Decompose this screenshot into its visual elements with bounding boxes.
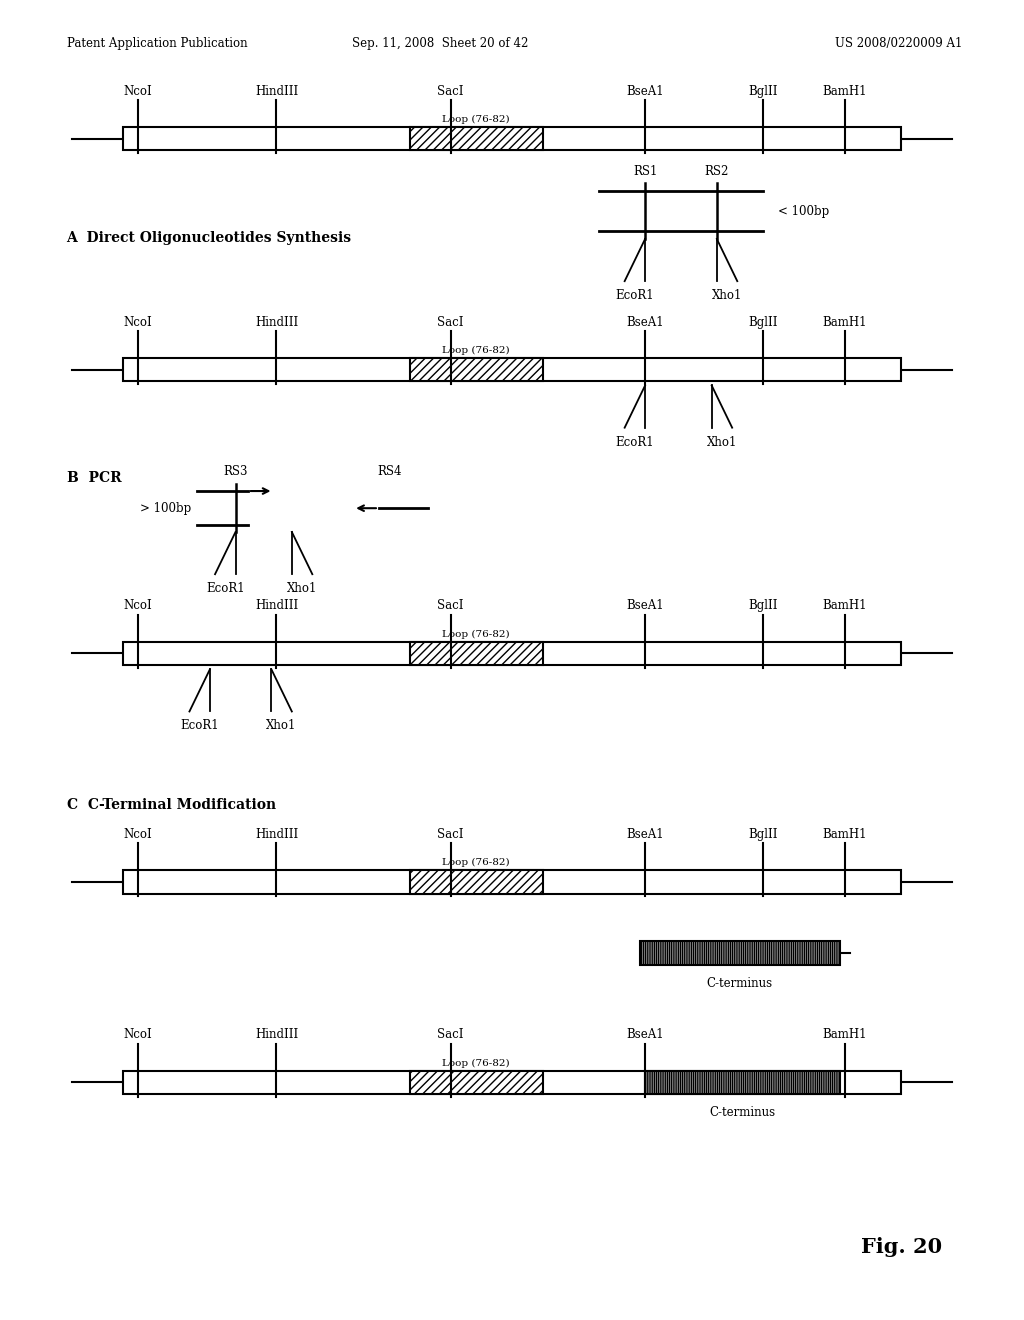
Bar [123, 870, 901, 894]
Text: < 100bp: < 100bp [778, 205, 829, 218]
Text: Xho1: Xho1 [266, 719, 297, 733]
Text: HindIII: HindIII [255, 84, 298, 98]
Text: > 100bp: > 100bp [140, 502, 191, 515]
Bar [410, 870, 543, 894]
Text: RS3: RS3 [223, 465, 248, 478]
Text: HindIII: HindIII [255, 1028, 298, 1041]
Text: HindIII: HindIII [255, 315, 298, 329]
Text: EcoR1: EcoR1 [180, 719, 219, 733]
Text: NcoI: NcoI [124, 599, 153, 612]
Text: EcoR1: EcoR1 [206, 582, 245, 595]
Text: Loop (76-82): Loop (76-82) [442, 1059, 510, 1068]
Text: SacI: SacI [437, 599, 464, 612]
Bar [410, 358, 543, 381]
Text: C-terminus: C-terminus [707, 977, 773, 990]
Bar [410, 642, 543, 665]
Text: BseA1: BseA1 [627, 1028, 664, 1041]
Text: RS2: RS2 [705, 165, 729, 178]
Text: SacI: SacI [437, 315, 464, 329]
Text: A  Direct Oligonucleotides Synthesis: A Direct Oligonucleotides Synthesis [67, 231, 351, 244]
Text: EcoR1: EcoR1 [615, 436, 654, 449]
Text: Xho1: Xho1 [287, 582, 317, 595]
Text: BamH1: BamH1 [822, 1028, 867, 1041]
Text: BglII: BglII [749, 315, 777, 329]
Text: HindIII: HindIII [255, 828, 298, 841]
Text: Loop (76-82): Loop (76-82) [442, 858, 510, 867]
Text: BamH1: BamH1 [822, 84, 867, 98]
Text: SacI: SacI [437, 828, 464, 841]
Text: BglII: BglII [749, 599, 777, 612]
Bar [123, 1071, 901, 1094]
Text: SacI: SacI [437, 1028, 464, 1041]
Text: BamH1: BamH1 [822, 315, 867, 329]
Text: NcoI: NcoI [124, 84, 153, 98]
Bar [645, 1071, 840, 1094]
Text: C-terminus: C-terminus [710, 1106, 775, 1119]
Text: BglII: BglII [749, 828, 777, 841]
Text: EcoR1: EcoR1 [615, 289, 654, 302]
Text: Patent Application Publication: Patent Application Publication [67, 37, 247, 50]
Text: Sep. 11, 2008  Sheet 20 of 42: Sep. 11, 2008 Sheet 20 of 42 [352, 37, 528, 50]
Text: US 2008/0220009 A1: US 2008/0220009 A1 [836, 37, 963, 50]
Text: RS4: RS4 [377, 465, 401, 478]
Text: BamH1: BamH1 [822, 599, 867, 612]
Text: NcoI: NcoI [124, 828, 153, 841]
Bar [123, 358, 901, 381]
Text: BglII: BglII [749, 84, 777, 98]
Text: Xho1: Xho1 [707, 436, 737, 449]
Text: SacI: SacI [437, 84, 464, 98]
Bar [123, 642, 901, 665]
Text: BseA1: BseA1 [627, 315, 664, 329]
Bar [410, 127, 543, 150]
Text: HindIII: HindIII [255, 599, 298, 612]
Text: RS1: RS1 [633, 165, 657, 178]
Text: BseA1: BseA1 [627, 84, 664, 98]
Text: Xho1: Xho1 [712, 289, 742, 302]
Text: Fig. 20: Fig. 20 [860, 1237, 942, 1258]
Bar [410, 1071, 543, 1094]
Text: Loop (76-82): Loop (76-82) [442, 346, 510, 355]
Text: BseA1: BseA1 [627, 828, 664, 841]
Text: Loop (76-82): Loop (76-82) [442, 115, 510, 124]
Text: B  PCR: B PCR [67, 471, 121, 484]
Text: Loop (76-82): Loop (76-82) [442, 630, 510, 639]
Text: C  C-Terminal Modification: C C-Terminal Modification [67, 799, 275, 812]
Bar [640, 941, 840, 965]
Text: NcoI: NcoI [124, 1028, 153, 1041]
Text: NcoI: NcoI [124, 315, 153, 329]
Text: BseA1: BseA1 [627, 599, 664, 612]
Bar [123, 127, 901, 150]
Text: BamH1: BamH1 [822, 828, 867, 841]
